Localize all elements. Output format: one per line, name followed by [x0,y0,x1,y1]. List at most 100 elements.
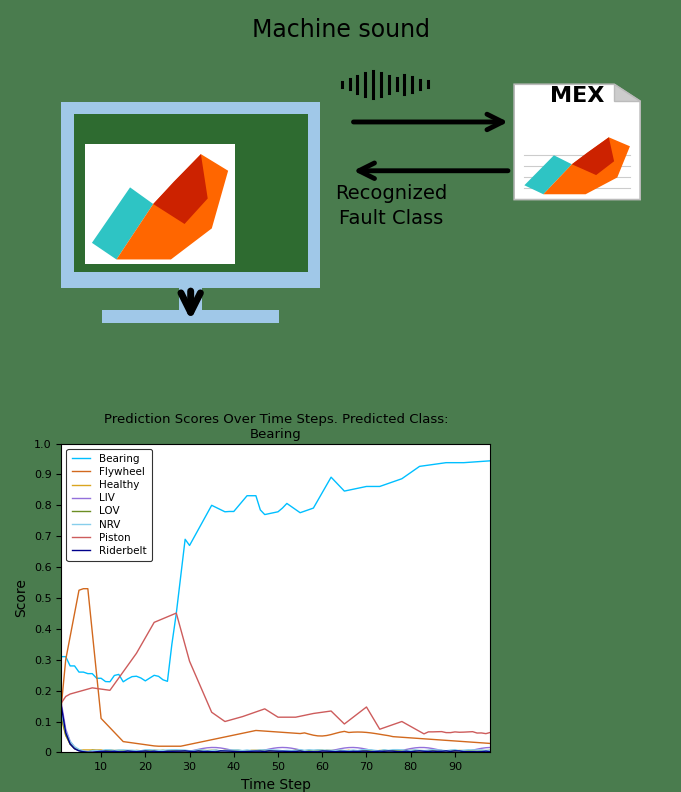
NRV [332,746,340,756]
Riderbelt [265,746,273,756]
Riderbelt [389,746,397,756]
LOV [88,745,96,755]
Piston [486,728,494,737]
Piston [93,683,101,693]
Flywheel [486,739,494,748]
NRV [88,746,96,756]
Polygon shape [543,137,630,194]
Flywheel [57,702,65,711]
Riderbelt [88,748,96,757]
LIV [261,745,269,755]
Text: Machine sound: Machine sound [251,17,430,42]
Bearing [119,677,127,687]
LOV [389,746,397,756]
Healthy [57,714,65,723]
Riderbelt [486,747,494,756]
Healthy [84,745,92,755]
Piston [57,699,65,708]
LIV [296,745,304,755]
Polygon shape [116,154,228,260]
LOV [97,746,105,756]
Line: LIV: LIV [61,703,490,752]
Polygon shape [153,154,208,224]
Bearing [486,456,494,466]
LIV [486,743,494,752]
NRV [97,746,105,756]
LOV [84,747,92,756]
Riderbelt [84,748,92,757]
Healthy [486,746,494,756]
NRV [300,745,308,755]
Bar [85,144,235,264]
Text: Recognized
Fault Class: Recognized Fault Class [336,184,447,228]
Flywheel [97,714,105,723]
LIV [93,746,101,756]
Healthy [420,747,428,756]
Polygon shape [572,137,614,175]
Flywheel [394,732,402,741]
NRV [265,745,273,755]
Line: Riderbelt: Riderbelt [61,706,490,752]
Bearing [389,477,397,486]
Line: Flywheel: Flywheel [61,588,490,746]
Polygon shape [524,155,572,194]
Bearing [265,509,273,519]
LOV [265,746,273,756]
Piston [420,729,428,739]
Polygon shape [514,84,640,200]
Bearing [93,673,101,683]
Riderbelt [97,747,105,756]
Flywheel [270,727,278,737]
Legend: Bearing, Flywheel, Healthy, LIV, LOV, NRV, Piston, Riderbelt: Bearing, Flywheel, Healthy, LIV, LOV, NR… [67,449,152,561]
Bearing [57,652,65,661]
Flywheel [79,584,87,593]
Text: MEX: MEX [550,86,604,106]
Flywheel [88,627,96,637]
X-axis label: Time Step: Time Step [241,778,311,792]
Title: Prediction Scores Over Time Steps. Predicted Class:
Bearing: Prediction Scores Over Time Steps. Predi… [104,413,448,441]
Y-axis label: Score: Score [14,578,29,618]
Healthy [93,745,101,755]
Bearing [84,669,92,679]
NRV [389,745,397,755]
FancyBboxPatch shape [74,114,308,272]
Healthy [327,746,335,756]
LOV [300,746,308,756]
Bar [102,310,279,323]
LIV [84,747,92,756]
Line: Piston: Piston [61,613,490,734]
Line: Healthy: Healthy [61,718,490,752]
Polygon shape [92,188,153,260]
Line: Bearing: Bearing [61,461,490,682]
LIV [389,748,397,757]
Bearing [332,477,340,486]
Flywheel [155,741,163,751]
LOV [486,745,494,755]
LIV [57,699,65,708]
Healthy [385,746,393,756]
Riderbelt [332,747,340,756]
Piston [84,684,92,694]
Riderbelt [57,702,65,711]
LIV [332,745,340,755]
Line: LOV: LOV [61,715,490,752]
Bar [179,287,202,310]
Flywheel [305,729,313,739]
Line: NRV: NRV [61,712,490,752]
Piston [300,710,308,720]
NRV [57,707,65,717]
Healthy [296,746,304,756]
Piston [265,707,273,717]
Flywheel [336,727,344,737]
Healthy [261,746,269,756]
LOV [57,710,65,720]
Riderbelt [300,747,308,756]
Bearing [300,506,308,516]
NRV [486,746,494,756]
Piston [172,608,180,618]
FancyBboxPatch shape [61,102,320,288]
LOV [332,746,340,756]
NRV [84,747,92,756]
LIV [314,748,322,757]
Piston [389,720,397,729]
